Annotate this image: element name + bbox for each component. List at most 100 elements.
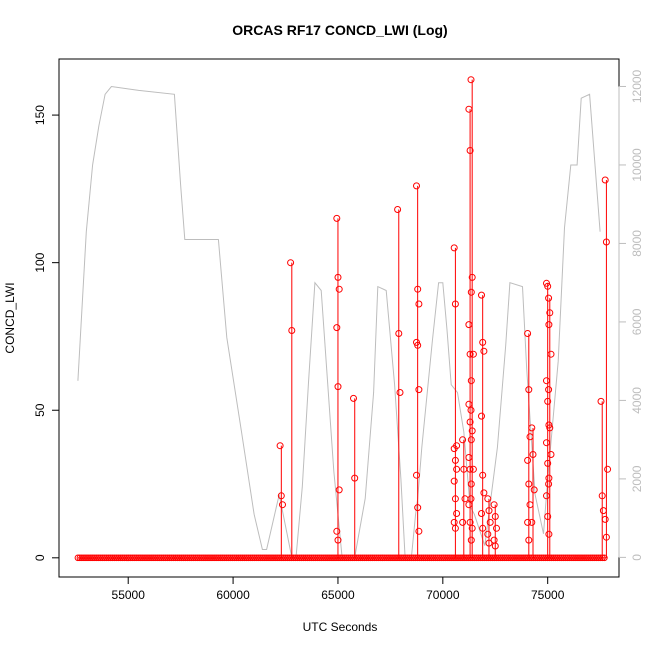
data-point bbox=[544, 459, 552, 467]
data-point bbox=[550, 554, 557, 562]
data-point bbox=[113, 554, 120, 562]
data-point bbox=[562, 554, 570, 562]
data-point bbox=[466, 418, 474, 426]
data-point bbox=[190, 554, 197, 562]
data-point bbox=[451, 456, 459, 464]
data-point bbox=[519, 554, 527, 562]
data-point bbox=[545, 530, 553, 538]
data-point bbox=[547, 451, 555, 458]
data-point bbox=[170, 554, 177, 562]
data-point bbox=[490, 501, 498, 509]
data-point bbox=[334, 536, 342, 544]
data-point bbox=[466, 518, 474, 526]
data-point bbox=[168, 554, 175, 562]
data-point bbox=[467, 406, 475, 414]
data-point bbox=[231, 554, 238, 562]
data-point bbox=[546, 309, 554, 317]
data-point bbox=[255, 554, 263, 562]
y-tick-label: 0 bbox=[33, 554, 47, 561]
data-point bbox=[88, 554, 96, 562]
data-point bbox=[396, 389, 404, 396]
data-point bbox=[99, 554, 106, 562]
data-point bbox=[532, 554, 539, 562]
data-point bbox=[415, 527, 423, 535]
y-axis-right: 0 2000 4000 6000 8000 10000 12000 bbox=[618, 69, 644, 561]
y2-tick-label: 12000 bbox=[630, 69, 644, 103]
data-point bbox=[545, 480, 553, 488]
data-point bbox=[90, 554, 98, 562]
data-point bbox=[237, 554, 244, 562]
data-point bbox=[597, 397, 605, 405]
data-point bbox=[121, 554, 128, 562]
data-point bbox=[350, 394, 357, 402]
data-point bbox=[467, 480, 475, 488]
data-point bbox=[466, 350, 474, 358]
data-point bbox=[467, 495, 475, 503]
y2-tick-label: 4000 bbox=[630, 387, 644, 414]
data-point bbox=[105, 554, 112, 562]
data-point bbox=[117, 554, 124, 562]
data-point bbox=[544, 513, 552, 520]
data-point bbox=[141, 554, 149, 562]
data-point bbox=[84, 554, 92, 562]
data-point bbox=[469, 465, 477, 473]
data-point bbox=[451, 300, 459, 308]
data-point bbox=[115, 554, 122, 562]
data-point bbox=[351, 474, 359, 482]
data-point bbox=[101, 554, 108, 562]
data-point bbox=[467, 536, 475, 544]
data-point bbox=[467, 377, 475, 385]
data-point bbox=[566, 554, 574, 562]
data-point bbox=[109, 554, 116, 562]
data-point bbox=[526, 433, 534, 441]
data-point bbox=[279, 501, 286, 509]
data-point bbox=[544, 282, 552, 290]
data-point bbox=[450, 518, 458, 526]
y2-tick-label: 0 bbox=[630, 554, 644, 561]
data-point bbox=[468, 427, 476, 435]
plot-frame bbox=[58, 58, 620, 578]
data-point bbox=[459, 436, 467, 444]
data-point bbox=[137, 554, 145, 562]
data-point bbox=[82, 554, 90, 562]
x-axis: 55000 60000 65000 70000 75000 bbox=[112, 576, 565, 602]
data-point bbox=[415, 386, 423, 394]
data-point bbox=[564, 554, 572, 562]
data-point bbox=[111, 554, 118, 562]
data-point bbox=[478, 412, 485, 420]
data-point bbox=[229, 554, 236, 562]
y-tick-label: 50 bbox=[33, 403, 47, 417]
x-tick-label: 65000 bbox=[321, 588, 355, 602]
data-point bbox=[414, 285, 422, 293]
data-point bbox=[413, 182, 420, 190]
data-point bbox=[125, 554, 132, 562]
y2-tick-label: 6000 bbox=[630, 308, 644, 335]
data-point bbox=[157, 554, 165, 562]
data-point bbox=[544, 397, 552, 405]
data-point bbox=[601, 176, 609, 184]
data-point bbox=[172, 554, 179, 562]
x-tick-label: 75000 bbox=[531, 588, 565, 602]
data-point bbox=[485, 507, 493, 515]
data-point bbox=[493, 524, 500, 532]
data-point bbox=[415, 300, 423, 308]
data-point bbox=[480, 347, 488, 355]
data-point bbox=[524, 456, 532, 464]
data-point bbox=[468, 524, 476, 532]
data-point bbox=[528, 518, 536, 526]
data-point bbox=[414, 504, 422, 512]
data-point bbox=[545, 474, 553, 482]
data-point bbox=[530, 486, 538, 494]
data-point bbox=[233, 554, 240, 562]
data-point bbox=[466, 147, 474, 154]
data-point bbox=[333, 527, 341, 535]
data-point bbox=[485, 539, 493, 547]
data-point bbox=[505, 554, 513, 562]
data-point bbox=[218, 554, 226, 562]
data-point bbox=[453, 510, 461, 517]
data-point bbox=[480, 489, 488, 497]
x-axis-label: UTC Seconds bbox=[303, 620, 378, 634]
data-point bbox=[490, 536, 498, 544]
y-axis-label: CONCD_LWI bbox=[3, 282, 17, 353]
